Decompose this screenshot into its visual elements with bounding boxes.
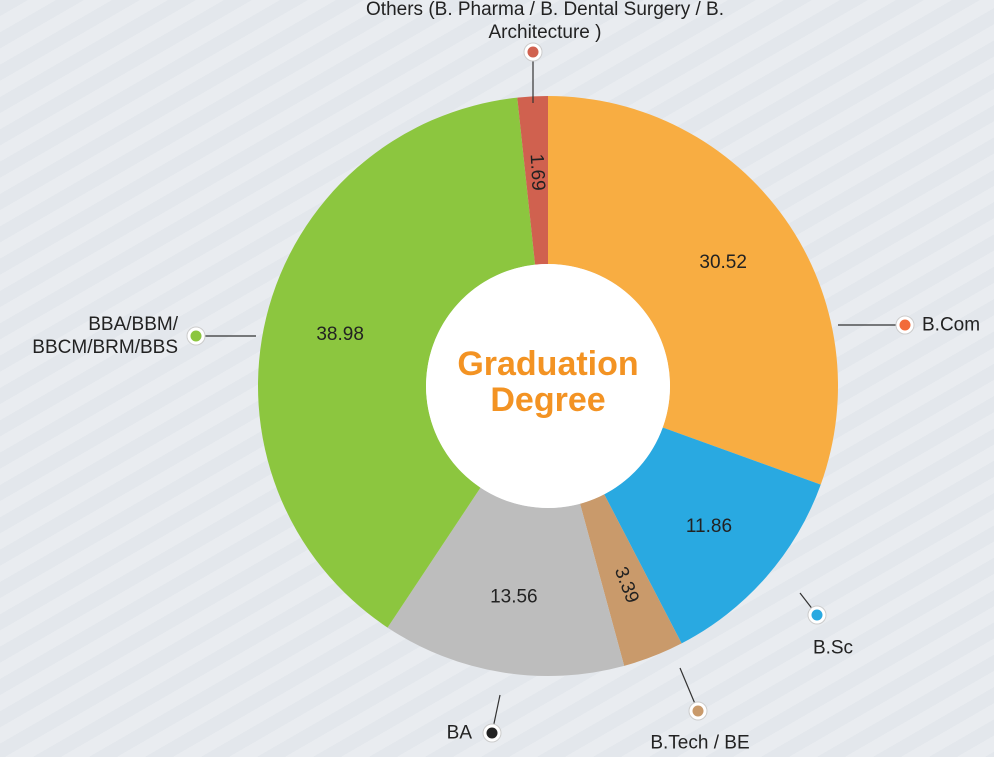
marker-dot-inner: [527, 46, 539, 58]
marker-dot-inner: [486, 727, 498, 739]
donut-slice: [387, 487, 625, 676]
donut-slice: [257, 97, 536, 628]
category-label: B.Sc: [812, 637, 854, 659]
donut-slice: [517, 96, 548, 265]
marker-dot-inner: [899, 319, 911, 331]
value-label: 13.56: [490, 586, 538, 607]
value-label: 1.69: [526, 153, 549, 191]
donut-slice: [580, 494, 682, 666]
category-label: BA: [446, 722, 472, 744]
category-label: B.Com: [922, 314, 981, 336]
category-label: B.Tech / BE: [650, 732, 750, 754]
value-label: 38.98: [316, 324, 364, 345]
value-label: 11.86: [686, 516, 732, 537]
marker-dot-inner: [190, 330, 202, 342]
donut-slice: [604, 427, 821, 644]
category-label: Others (B. Pharma / B. Dental Surgery / …: [366, 0, 724, 43]
category-label: BBA/BBM/ BBCM/BRM/BBS: [32, 314, 178, 358]
marker-dot-inner: [811, 609, 823, 621]
value-label: 30.52: [699, 252, 747, 273]
donut-slice: [548, 96, 839, 485]
center-label: Graduation Degree: [457, 345, 639, 419]
donut-hole: [426, 264, 670, 508]
marker-dot-inner: [692, 705, 704, 717]
